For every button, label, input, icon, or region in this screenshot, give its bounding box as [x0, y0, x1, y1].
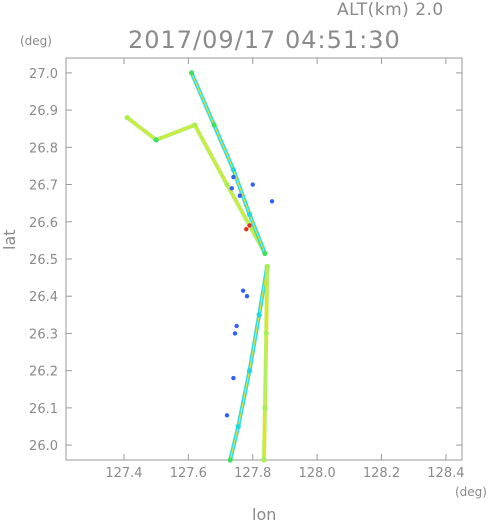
swath-point	[211, 122, 217, 128]
y-tick-label: 26.8	[29, 141, 58, 156]
echo-point	[244, 294, 250, 299]
swath-point	[235, 423, 241, 430]
radar-swath-edge	[263, 266, 268, 461]
swath-point	[263, 330, 269, 337]
y-tick-label: 26.4	[29, 290, 58, 305]
echo-point	[250, 182, 255, 187]
echo-point	[269, 199, 275, 204]
swath-point	[262, 405, 268, 411]
swath-point	[261, 457, 267, 463]
swath-point	[230, 167, 237, 173]
radar-swath-band	[125, 115, 267, 256]
radar-echoes	[224, 174, 275, 418]
x-tick-label: 127.4	[105, 466, 142, 481]
y-axis-ticks: 26.0 26.1 26.2 26.3 26.4 26.5 26.6 26.7 26.8 26.9…	[29, 67, 462, 454]
swath-point	[224, 181, 230, 188]
echo-point	[247, 223, 252, 228]
y-axis-unit: (deg)	[20, 34, 52, 48]
swath-point	[192, 122, 198, 128]
chart-title: 2017/09/17 04:51:30	[128, 26, 401, 54]
x-axis-label: lon	[252, 505, 277, 524]
y-tick-label: 26.9	[29, 104, 58, 119]
echo-point	[231, 174, 236, 180]
y-tick-label: 26.5	[29, 253, 58, 268]
x-tick-label: 127.6	[170, 466, 207, 481]
x-axis-ticks: 127.4 127.6 127.8 128.0 128.2 128.4	[105, 58, 465, 481]
echo-point	[231, 375, 236, 381]
echo-point	[224, 413, 230, 418]
swath-point	[246, 211, 253, 217]
echo-point	[234, 323, 239, 329]
radar-swath-edge	[126, 117, 266, 254]
x-axis-unit: (deg)	[455, 485, 487, 499]
echo-point	[232, 331, 238, 336]
x-tick-label: 127.8	[234, 466, 271, 481]
echo-point	[237, 193, 243, 198]
altitude-label: ALT(km) 2.0	[337, 0, 444, 20]
y-tick-label: 26.7	[29, 179, 58, 194]
y-tick-label: 27.0	[29, 67, 58, 82]
x-tick-label: 128.4	[427, 466, 464, 481]
echo-point	[240, 288, 246, 293]
y-tick-label: 26.1	[29, 402, 58, 417]
echo-point	[244, 227, 249, 232]
y-tick-label: 26.3	[29, 327, 58, 342]
swath-point	[124, 114, 130, 121]
swath-point	[256, 312, 262, 318]
swath-point	[227, 457, 233, 463]
swath-point	[262, 250, 268, 257]
swath-point	[153, 137, 159, 143]
x-tick-label: 128.2	[363, 466, 400, 481]
x-tick-label: 128.0	[299, 466, 336, 481]
y-tick-label: 26.2	[29, 365, 58, 380]
swath-point	[264, 263, 270, 270]
y-tick-label: 26.0	[29, 439, 58, 454]
y-tick-label: 26.6	[29, 216, 58, 231]
radar-swaths	[124, 70, 270, 463]
swath-point	[246, 368, 253, 374]
echo-point	[229, 186, 235, 191]
swath-point	[188, 70, 195, 76]
